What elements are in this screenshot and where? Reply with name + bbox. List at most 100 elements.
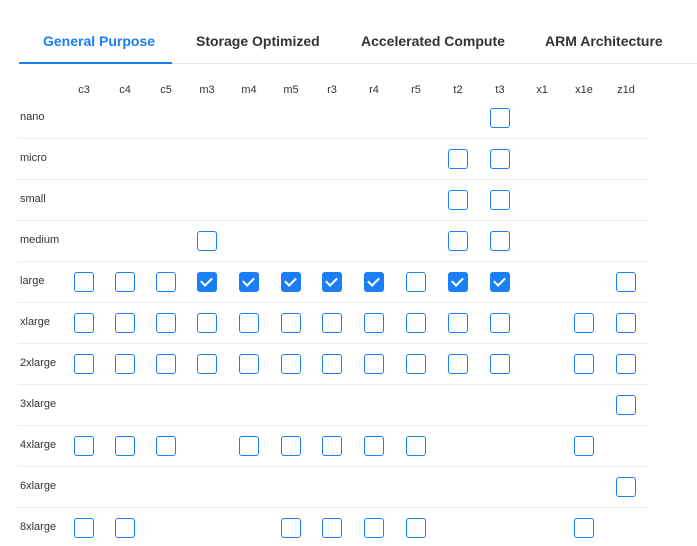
checkbox-m5-8xlarge[interactable]	[281, 518, 301, 538]
checkbox-c4-2xlarge[interactable]	[115, 354, 135, 374]
tab-bar: General Purpose Storage Optimized Accele…	[0, 0, 697, 64]
row-label-3xlarge: 3xlarge	[20, 398, 57, 410]
checkbox-m4-xlarge[interactable]	[239, 313, 259, 333]
checkbox-r5-xlarge[interactable]	[406, 313, 426, 333]
checkbox-m3-medium[interactable]	[197, 231, 217, 251]
checkbox-r3-xlarge[interactable]	[322, 313, 342, 333]
checkbox-x1e-4xlarge[interactable]	[574, 436, 594, 456]
column-header-c3: c3	[78, 84, 90, 96]
row-label-2xlarge: 2xlarge	[20, 357, 57, 369]
checkbox-m3-xlarge[interactable]	[197, 313, 217, 333]
column-header-t3: t3	[495, 84, 505, 96]
column-header-r3: r3	[327, 84, 337, 96]
checkbox-t3-micro[interactable]	[490, 149, 510, 169]
checkbox-t3-large[interactable]	[490, 272, 510, 292]
checkbox-x1e-xlarge[interactable]	[574, 313, 594, 333]
checkbox-r5-large[interactable]	[406, 272, 426, 292]
checkbox-r3-4xlarge[interactable]	[322, 436, 342, 456]
column-header-m4: m4	[241, 84, 257, 96]
column-header-x1: x1	[536, 84, 548, 96]
checkbox-r4-xlarge[interactable]	[364, 313, 384, 333]
row-divider	[18, 425, 648, 426]
checkbox-t2-medium[interactable]	[448, 231, 468, 251]
checkbox-r3-8xlarge[interactable]	[322, 518, 342, 538]
checkbox-r4-2xlarge[interactable]	[364, 354, 384, 374]
checkbox-m5-4xlarge[interactable]	[281, 436, 301, 456]
row-label-micro: micro	[20, 152, 47, 164]
column-header-r4: r4	[369, 84, 379, 96]
checkbox-c5-large[interactable]	[156, 272, 176, 292]
column-header-x1e: x1e	[575, 84, 593, 96]
tab-general-purpose[interactable]: General Purpose	[43, 33, 156, 49]
row-divider	[18, 302, 648, 303]
row-label-large: large	[20, 275, 45, 287]
tab-accelerated-compute[interactable]: Accelerated Compute	[361, 33, 505, 49]
checkbox-t2-xlarge[interactable]	[448, 313, 468, 333]
checkbox-r3-2xlarge[interactable]	[322, 354, 342, 374]
row-label-small: small	[20, 193, 46, 205]
checkbox-c3-8xlarge[interactable]	[74, 518, 94, 538]
checkbox-z1d-large[interactable]	[616, 272, 636, 292]
checkbox-m3-large[interactable]	[197, 272, 217, 292]
column-header-c5: c5	[160, 84, 172, 96]
checkbox-t3-small[interactable]	[490, 190, 510, 210]
row-label-medium: medium	[20, 234, 60, 246]
checkbox-r5-2xlarge[interactable]	[406, 354, 426, 374]
checkbox-t3-2xlarge[interactable]	[490, 354, 510, 374]
checkbox-c5-4xlarge[interactable]	[156, 436, 176, 456]
checkbox-t3-nano[interactable]	[490, 108, 510, 128]
checkbox-c5-xlarge[interactable]	[156, 313, 176, 333]
checkbox-m5-large[interactable]	[281, 272, 301, 292]
checkbox-z1d-xlarge[interactable]	[616, 313, 636, 333]
checkbox-c4-large[interactable]	[115, 272, 135, 292]
checkbox-m5-2xlarge[interactable]	[281, 354, 301, 374]
checkbox-m4-large[interactable]	[239, 272, 259, 292]
checkbox-z1d-2xlarge[interactable]	[616, 354, 636, 374]
checkbox-r3-large[interactable]	[322, 272, 342, 292]
row-divider	[18, 138, 648, 139]
row-divider	[18, 384, 648, 385]
active-tab-indicator	[19, 62, 172, 64]
checkbox-m5-xlarge[interactable]	[281, 313, 301, 333]
row-label-nano: nano	[20, 111, 45, 123]
checkbox-m4-2xlarge[interactable]	[239, 354, 259, 374]
checkbox-r5-4xlarge[interactable]	[406, 436, 426, 456]
column-header-m3: m3	[199, 84, 215, 96]
checkbox-x1e-2xlarge[interactable]	[574, 354, 594, 374]
tab-storage-optimized[interactable]: Storage Optimized	[196, 33, 320, 49]
checkbox-t2-micro[interactable]	[448, 149, 468, 169]
checkbox-t2-2xlarge[interactable]	[448, 354, 468, 374]
checkbox-m3-2xlarge[interactable]	[197, 354, 217, 374]
checkbox-r4-large[interactable]	[364, 272, 384, 292]
row-label-xlarge: xlarge	[20, 316, 50, 328]
checkbox-c4-4xlarge[interactable]	[115, 436, 135, 456]
column-header-m5: m5	[283, 84, 299, 96]
row-divider	[18, 261, 648, 262]
checkbox-c3-large[interactable]	[74, 272, 94, 292]
checkbox-c3-2xlarge[interactable]	[74, 354, 94, 374]
checkbox-t2-small[interactable]	[448, 190, 468, 210]
row-divider	[18, 466, 648, 467]
checkbox-t3-medium[interactable]	[490, 231, 510, 251]
checkbox-t2-large[interactable]	[448, 272, 468, 292]
checkbox-c3-xlarge[interactable]	[74, 313, 94, 333]
column-header-z1d: z1d	[617, 84, 635, 96]
checkbox-z1d-6xlarge[interactable]	[616, 477, 636, 497]
checkbox-z1d-3xlarge[interactable]	[616, 395, 636, 415]
checkbox-r4-4xlarge[interactable]	[364, 436, 384, 456]
checkbox-r5-8xlarge[interactable]	[406, 518, 426, 538]
column-header-r5: r5	[411, 84, 421, 96]
row-label-4xlarge: 4xlarge	[20, 439, 57, 451]
checkbox-r4-8xlarge[interactable]	[364, 518, 384, 538]
checkbox-c4-8xlarge[interactable]	[115, 518, 135, 538]
tab-arm-architecture[interactable]: ARM Architecture	[545, 33, 663, 49]
checkbox-t3-xlarge[interactable]	[490, 313, 510, 333]
tab-bar-divider	[19, 63, 697, 64]
checkbox-x1e-8xlarge[interactable]	[574, 518, 594, 538]
checkbox-c4-xlarge[interactable]	[115, 313, 135, 333]
row-divider	[18, 220, 648, 221]
checkbox-c5-2xlarge[interactable]	[156, 354, 176, 374]
checkbox-c3-4xlarge[interactable]	[74, 436, 94, 456]
row-divider	[18, 343, 648, 344]
checkbox-m4-4xlarge[interactable]	[239, 436, 259, 456]
